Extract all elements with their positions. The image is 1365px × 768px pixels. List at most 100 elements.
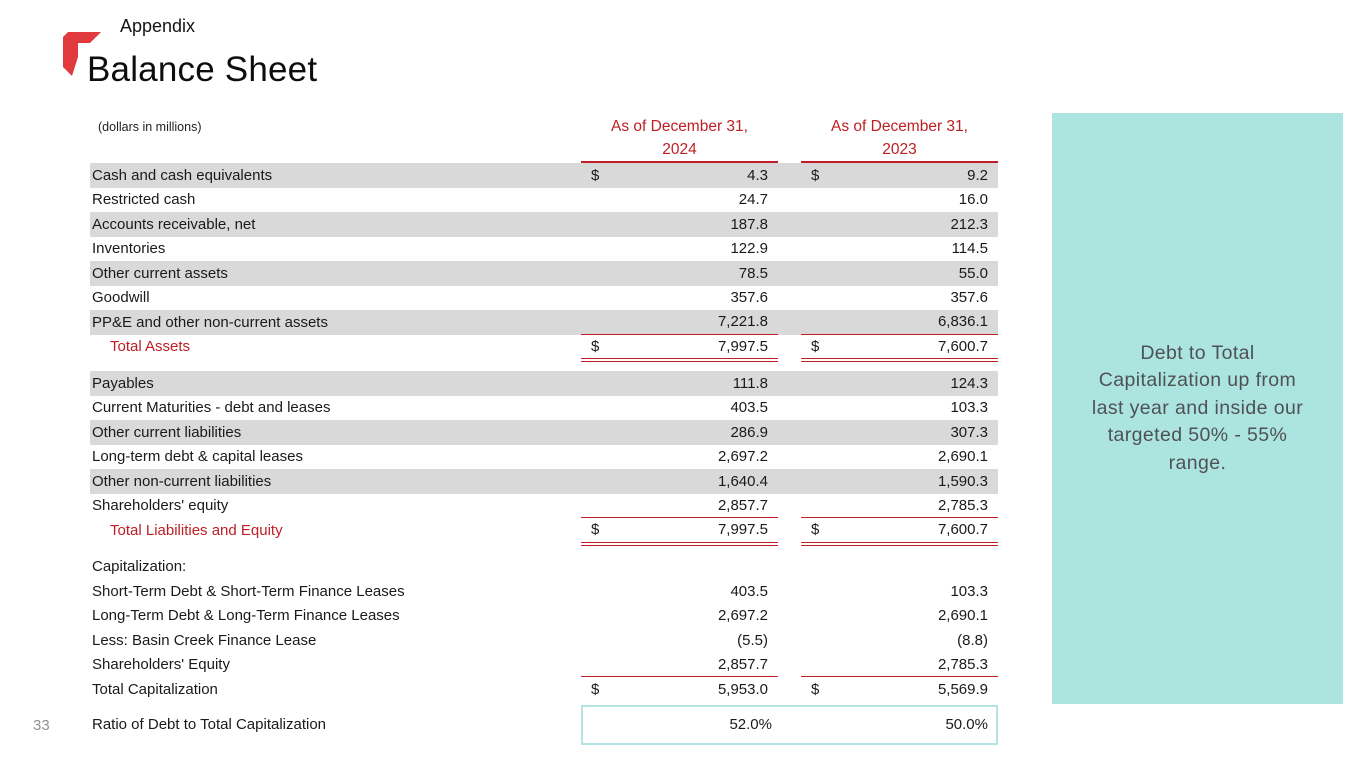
table-row: Accounts receivable, net 187.8 212.3 (90, 212, 998, 237)
cell-value: 124.3 (950, 374, 988, 392)
cell-value: 2,857.7 (717, 496, 768, 514)
row-label: PP&E and other non-current assets (92, 313, 328, 331)
dollar-sign: $ (591, 337, 600, 355)
row-label: Shareholders' equity (92, 497, 229, 515)
value-cell-2023: $7,600.7 (801, 518, 998, 545)
callout-panel: Debt to Total Capitalization up from las… (1052, 113, 1343, 704)
table-row: Long-Term Debt & Long-Term Finance Lease… (90, 604, 998, 629)
cell-value: 2,690.1 (937, 607, 988, 625)
table-row: PP&E and other non-current assets 7,221.8… (90, 310, 998, 335)
cell-value: 1,590.3 (937, 472, 988, 490)
cell-value: 2,690.1 (937, 448, 988, 466)
cell-value: 7,600.7 (937, 337, 988, 355)
cell-value: 78.5 (738, 264, 768, 282)
value-cell-2023: 55.0 (801, 261, 998, 286)
value-cell-2024: 24.7 (581, 188, 778, 213)
value-cell-2024: 78.5 (581, 261, 778, 286)
cell-value: 111.8 (732, 374, 768, 392)
dollar-sign: $ (811, 680, 820, 698)
row-label: Other non-current liabilities (92, 472, 272, 490)
value-cell-2023: 103.3 (801, 579, 998, 604)
units-note: (dollars in millions) (98, 120, 202, 134)
value-cell-2024: (5.5) (581, 628, 778, 653)
cell-value: 122.9 (730, 240, 768, 258)
column-header-2023: As of December 31, 2023 (801, 113, 998, 163)
balance-sheet-table: (dollars in millions) As of December 31,… (90, 113, 998, 745)
row-label: Short-Term Debt & Short-Term Finance Lea… (92, 582, 405, 600)
table-row: Other current liabilities 286.9 307.3 (90, 420, 998, 445)
cell-value: 403.5 (730, 399, 768, 417)
row-label: Payables (92, 374, 154, 392)
table-body: Cash and cash equivalents $4.3 $9.2 Restric… (90, 163, 998, 702)
cell-value: 7,600.7 (937, 521, 988, 539)
row-label: Restricted cash (92, 191, 196, 209)
value-cell-2023: 114.5 (801, 237, 998, 262)
value-cell-2024: $5,953.0 (581, 677, 778, 702)
table-row: Total Liabilities and Equity $7,997.5 $7,6… (90, 518, 998, 545)
column-header-2024-line1: As of December 31, (611, 118, 748, 135)
table-row: Other current assets 78.5 55.0 (90, 261, 998, 286)
value-cell-2024: 2,697.2 (581, 604, 778, 629)
row-label: Shareholders' Equity (92, 656, 230, 674)
cell-value: 307.3 (950, 423, 988, 441)
value-cell-2024 (581, 555, 778, 580)
table-row: Inventories 122.9 114.5 (90, 237, 998, 262)
column-header-2023-line1: As of December 31, (831, 118, 968, 135)
cell-value: 357.6 (730, 289, 768, 307)
value-cell-2023: 357.6 (801, 286, 998, 311)
value-cell-2023: $9.2 (801, 163, 998, 188)
row-label: Capitalization: (92, 558, 187, 576)
row-label: Total Liabilities and Equity (110, 521, 283, 539)
value-cell-2023: $7,600.7 (801, 335, 998, 362)
value-cell-2023: (8.8) (801, 628, 998, 653)
table-row: Current Maturities - debt and leases 403.… (90, 396, 998, 421)
dollar-sign: $ (811, 166, 820, 184)
table-row: Shareholders' Equity 2,857.7 2,785.3 (90, 653, 998, 677)
column-header-2023-line2: 2023 (882, 141, 917, 158)
table-row: Payables 111.8 124.3 (90, 371, 998, 396)
cell-value: 5,953.0 (717, 680, 768, 698)
value-cell-2024: 2,697.2 (581, 445, 778, 470)
row-label: Long-Term Debt & Long-Term Finance Lease… (92, 607, 400, 625)
dollar-sign: $ (811, 521, 820, 539)
cell-value: 212.3 (950, 215, 988, 233)
row-label: Accounts receivable, net (92, 215, 256, 233)
ratio-highlight-box: 52.0% 50.0% (581, 704, 998, 745)
cell-value: 6,836.1 (937, 313, 988, 331)
cell-value: 357.6 (950, 289, 988, 307)
value-cell-2024: 111.8 (581, 371, 778, 396)
row-label: Less: Basin Creek Finance Lease (92, 631, 317, 649)
row-label: Total Assets (110, 338, 191, 356)
cell-value: 16.0 (958, 191, 988, 209)
value-cell-2023: 2,785.3 (801, 494, 998, 518)
cell-value: 103.3 (950, 582, 988, 600)
cell-value: 55.0 (958, 264, 988, 282)
table-row: Total Assets $7,997.5 $7,600.7 (90, 335, 998, 362)
row-label: Current Maturities - debt and leases (92, 399, 331, 417)
dollar-sign: $ (811, 337, 820, 355)
cell-value: 9.2 (967, 166, 988, 184)
value-cell-2023: 2,690.1 (801, 604, 998, 629)
cell-value: 2,785.3 (937, 496, 988, 514)
page-title: Balance Sheet (87, 50, 318, 89)
value-cell-2024: $7,997.5 (581, 518, 778, 545)
table-row: Cash and cash equivalents $4.3 $9.2 (90, 163, 998, 188)
ratio-value-2023: 50.0% (945, 716, 988, 733)
value-cell-2024: 403.5 (581, 396, 778, 421)
column-gap (778, 113, 801, 163)
value-cell-2024: 1,640.4 (581, 469, 778, 494)
cell-value: (5.5) (737, 631, 768, 649)
value-cell-2023 (801, 555, 998, 580)
value-cell-2024: $4.3 (581, 163, 778, 188)
value-cell-2023: 103.3 (801, 396, 998, 421)
dollar-sign: $ (591, 166, 600, 184)
cell-value: 24.7 (738, 191, 768, 209)
cell-value: 4.3 (747, 166, 768, 184)
value-cell-2023: 124.3 (801, 371, 998, 396)
table-row: Less: Basin Creek Finance Lease (5.5) (8.8… (90, 628, 998, 653)
table-row: Capitalization: (90, 555, 998, 580)
cell-value: 7,221.8 (717, 313, 768, 331)
cell-value: 103.3 (950, 399, 988, 417)
cell-value: 2,785.3 (937, 655, 988, 673)
